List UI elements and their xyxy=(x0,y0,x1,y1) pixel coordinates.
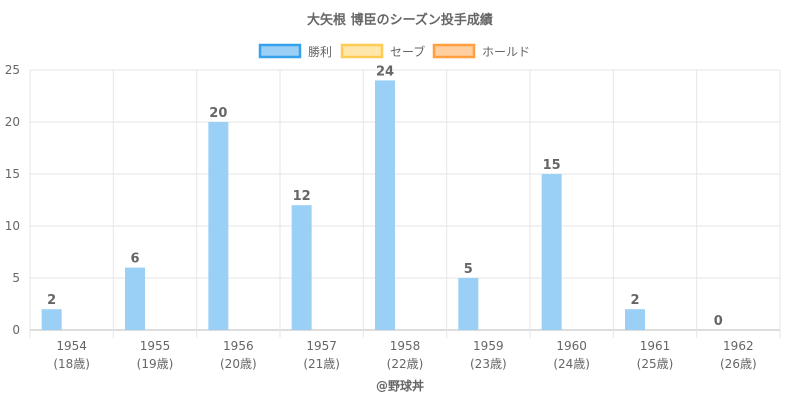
credit-label: @野球丼 xyxy=(376,378,424,393)
x-tick-label: 1961 xyxy=(640,339,671,353)
x-age-label: (19歳) xyxy=(137,357,174,371)
data-label: 5 xyxy=(464,262,473,277)
y-tick-label: 15 xyxy=(5,167,20,181)
x-age-label: (22歳) xyxy=(387,357,424,371)
chart-title: 大矢根 博臣のシーズン投手成績 xyxy=(307,12,493,28)
data-label: 15 xyxy=(543,158,561,173)
x-tick-label: 1955 xyxy=(140,339,171,353)
legend-label-1[interactable]: 勝利 xyxy=(308,44,332,59)
bars xyxy=(41,80,645,331)
x-tick-label: 1954 xyxy=(56,339,87,353)
x-tick-label: 1957 xyxy=(306,339,337,353)
bar-1957-s1 xyxy=(291,205,312,330)
bar-1954-s1 xyxy=(41,309,62,330)
data-label: 12 xyxy=(293,189,311,204)
x-age-label: (23歳) xyxy=(470,357,507,371)
bar-1959-s1 xyxy=(458,278,479,330)
x-age-label: (25歳) xyxy=(637,357,674,371)
bar-1955-s1 xyxy=(125,267,145,330)
x-tick-label: 1962 xyxy=(723,339,754,353)
bar-1956-s1 xyxy=(208,122,229,330)
x-age-label: (26歳) xyxy=(720,357,757,371)
y-tick-label: 5 xyxy=(12,271,20,285)
legend-swatch-2[interactable] xyxy=(340,43,384,59)
y-tick-label: 10 xyxy=(5,219,20,233)
data-label: 20 xyxy=(209,106,227,121)
legend-label-2[interactable]: セーブ xyxy=(390,44,425,59)
x-age-label: (21歳) xyxy=(303,357,340,371)
legend-swatch-1[interactable] xyxy=(258,43,302,59)
x-age-label: (18歳) xyxy=(53,357,90,371)
legend[interactable]: 勝利 セーブ ホールド xyxy=(258,43,530,59)
x-axis: 1954 (18歳) 1955 (19歳) 1956 (20歳) 1957 (21歳) 1958… xyxy=(53,339,756,371)
data-label: 6 xyxy=(130,252,139,267)
y-tick-label: 25 xyxy=(5,63,20,77)
data-label: 0 xyxy=(714,314,723,329)
data-label: 2 xyxy=(47,293,56,308)
bar-1958-s1 xyxy=(375,80,395,331)
x-tick-label: 1958 xyxy=(390,339,421,353)
x-tick-label: 1959 xyxy=(473,339,504,353)
legend-swatch-3[interactable] xyxy=(432,43,476,59)
x-tick-label: 1960 xyxy=(556,339,587,353)
bar-1961-s1 xyxy=(625,309,645,330)
y-axis: 0 5 10 15 20 25 xyxy=(5,63,20,337)
bar-1960-s1 xyxy=(541,174,562,330)
y-tick-label: 20 xyxy=(5,115,20,129)
x-age-label: (24歳) xyxy=(553,357,590,371)
x-tick-label: 1956 xyxy=(223,339,254,353)
y-tick-label: 0 xyxy=(12,323,20,337)
data-label: 24 xyxy=(376,64,394,79)
gridlines xyxy=(29,69,781,338)
legend-label-3[interactable]: ホールド xyxy=(482,45,530,59)
x-age-label: (20歳) xyxy=(220,357,257,371)
data-label: 2 xyxy=(630,293,639,308)
